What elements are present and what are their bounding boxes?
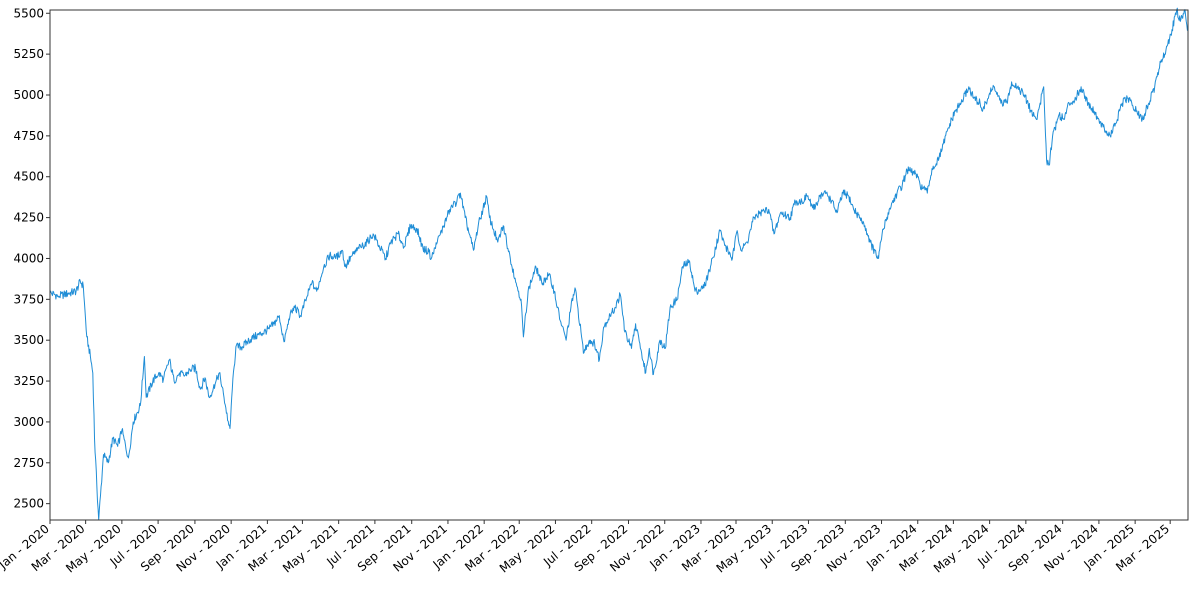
y-tick-label: 3000 <box>13 415 44 429</box>
data-layer <box>50 8 1188 520</box>
y-tick-label: 3750 <box>13 292 44 306</box>
y-tick-label: 2750 <box>13 456 44 470</box>
y-tick-label: 3500 <box>13 333 44 347</box>
y-tick-label: 2500 <box>13 497 44 511</box>
y-axis: 2500 2750 3000 3250 3500 3750 4000 4250 4500 4750… <box>13 6 50 510</box>
y-tick-label: 5250 <box>13 47 44 61</box>
y-tick-label: 4500 <box>13 170 44 184</box>
y-tick-label: 4000 <box>13 251 44 265</box>
y-tick-label: 4750 <box>13 129 44 143</box>
series-line <box>50 8 1188 520</box>
y-tick-label: 4250 <box>13 211 44 225</box>
y-tick-label: 3250 <box>13 374 44 388</box>
y-tick-label: 5000 <box>13 88 44 102</box>
y-tick-label: 5500 <box>13 6 44 20</box>
